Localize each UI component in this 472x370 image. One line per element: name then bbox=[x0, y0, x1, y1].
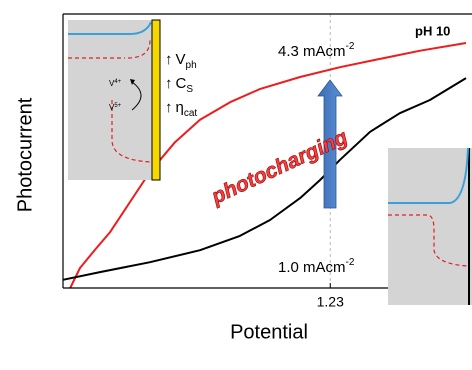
x-axis-label: Potential bbox=[230, 321, 308, 343]
state-label: V4+ bbox=[109, 79, 122, 89]
effect-label: ↑ Vph bbox=[165, 51, 197, 71]
increase-arrow bbox=[317, 79, 343, 209]
low-current-label: 1.0 mAcm-2 bbox=[278, 257, 355, 276]
band-edge bbox=[388, 147, 469, 204]
state-sup: 4+ bbox=[114, 79, 121, 85]
effect-sub: cat bbox=[184, 108, 198, 119]
high-current-label: 4.3 mAcm-2 bbox=[278, 41, 355, 60]
redox-arrow bbox=[131, 81, 142, 111]
plot-area bbox=[62, 14, 467, 289]
inset-fresh bbox=[388, 147, 472, 305]
effect-arrow: ↑ bbox=[165, 75, 173, 92]
x-tick-label: 1.23 bbox=[317, 294, 344, 310]
fermi-level bbox=[388, 214, 469, 267]
label-text: 4.3 mAcm bbox=[278, 43, 346, 60]
band-edge bbox=[68, 21, 152, 35]
ph-label: pH 10 bbox=[415, 23, 450, 38]
series-line bbox=[62, 77, 467, 281]
effect-label: ↑ CS bbox=[165, 75, 193, 95]
effect-symbol: V bbox=[176, 51, 186, 68]
effect-sub: S bbox=[186, 84, 193, 95]
effect-symbol: C bbox=[176, 75, 187, 92]
band-edge-low bbox=[111, 100, 152, 163]
effect-arrow: ↑ bbox=[165, 99, 173, 116]
effect-arrow: ↑ bbox=[165, 51, 173, 68]
effect-symbol: η bbox=[176, 99, 184, 116]
state-base: V bbox=[109, 79, 115, 88]
label-sup: -2 bbox=[346, 41, 355, 52]
effect-label: ↑ ηcat bbox=[165, 99, 197, 119]
fermi-level bbox=[68, 39, 151, 59]
inset-bg bbox=[388, 148, 472, 305]
label-sup: -2 bbox=[346, 257, 355, 268]
inset-bg bbox=[68, 20, 154, 180]
effect-sub: ph bbox=[186, 60, 197, 71]
state-label: V5+ bbox=[109, 103, 122, 113]
arrow-head bbox=[130, 79, 135, 85]
state-base: V bbox=[109, 103, 115, 112]
series-line bbox=[69, 42, 467, 289]
electrolyte-layer bbox=[151, 19, 161, 181]
label-text: 1.0 mAcm bbox=[278, 259, 346, 276]
inset-charged: V4+ V5+ bbox=[68, 19, 161, 181]
y-axis-label: Photocurrent bbox=[14, 97, 36, 212]
state-sup: 5+ bbox=[114, 103, 121, 109]
effects: ↑ Vph↑ CS↑ ηcat bbox=[165, 51, 197, 119]
